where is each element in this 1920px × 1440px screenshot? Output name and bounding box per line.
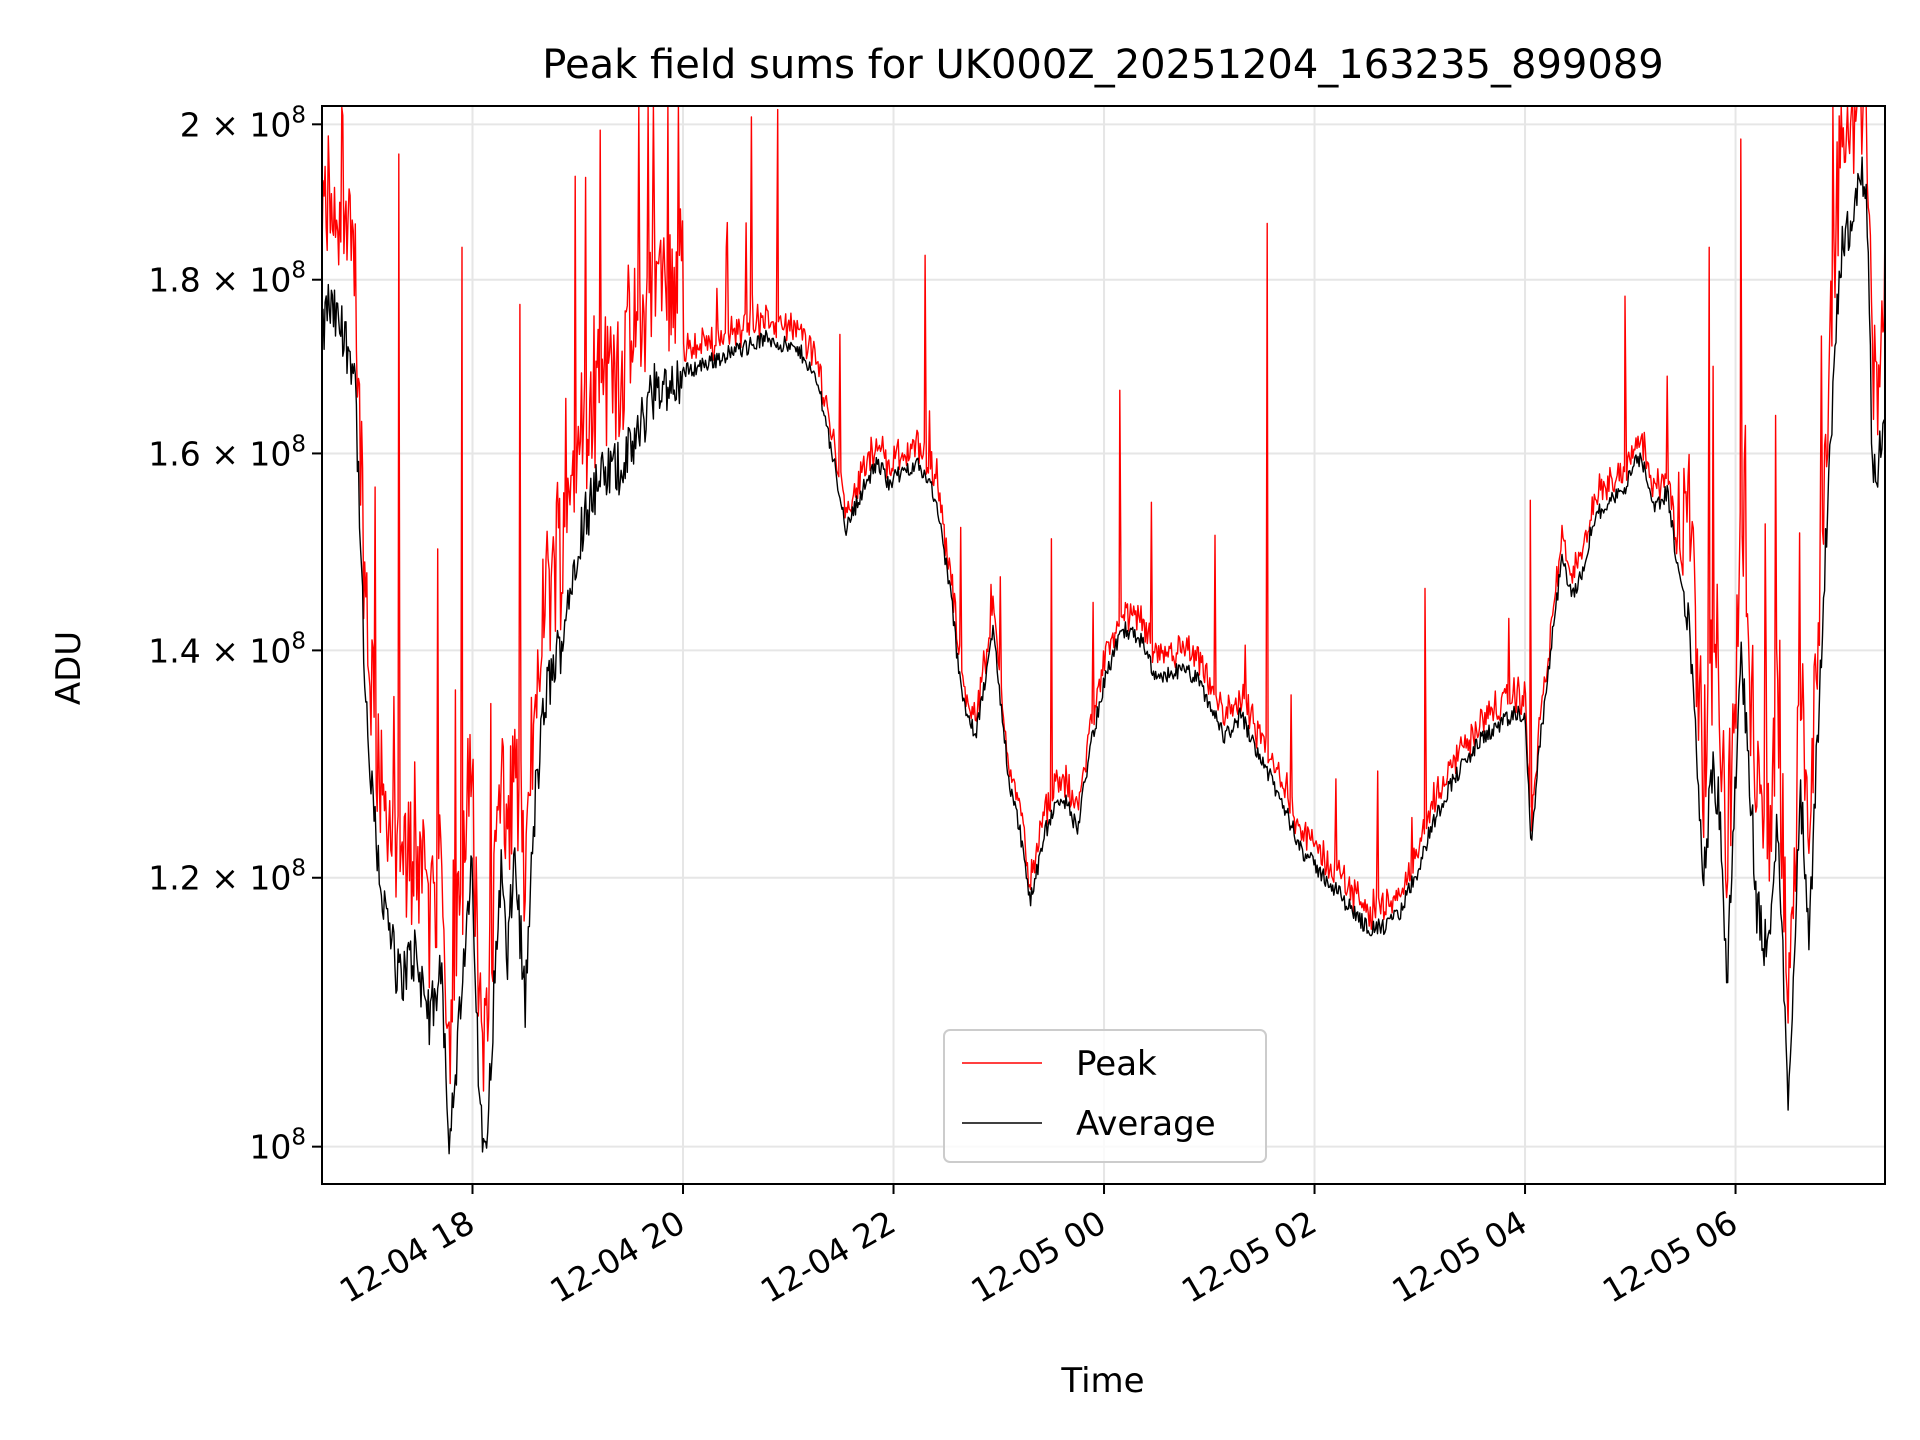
y-axis-label: ADU [49,631,89,705]
legend-peak-label: Peak [1076,1044,1157,1084]
y-tick-label-exponent: 8 [291,1125,306,1151]
y-tick-label: 2 × 108 [180,102,306,144]
y-tick-label-exponent: 8 [291,431,306,457]
chart-title: Peak field sums for UK000Z_20251204_1632… [542,42,1663,88]
y-tick-label-exponent: 8 [291,258,306,284]
y-tick-label-base: 1.8 × 10 [148,261,291,300]
y-tick-label: 1.2 × 108 [148,856,306,898]
y-tick-label-base: 2 × 10 [180,105,292,144]
y-tick-label-base: 10 [249,1128,291,1167]
y-tick-label: 1.8 × 108 [148,258,306,300]
series-line-peak [321,105,1886,1092]
y-tick-label-exponent: 8 [291,628,306,654]
y-tick-label: 1.4 × 108 [148,628,306,670]
y-tick-label-base: 1.6 × 10 [148,434,291,473]
x-axis-label: Time [1060,1361,1144,1401]
legend: Peak Average [943,1029,1267,1163]
y-tick-label: 108 [249,1125,306,1167]
y-tick-label-base: 1.2 × 10 [148,859,291,898]
series-line-average [321,156,1886,1155]
y-tick-label-exponent: 8 [291,102,306,128]
legend-average-label: Average [1076,1104,1216,1144]
y-tick-label-base: 1.4 × 10 [148,631,291,670]
plot-series [321,105,1886,1155]
y-tick-label: 1.6 × 108 [148,431,306,473]
y-tick-label-exponent: 8 [291,856,306,882]
